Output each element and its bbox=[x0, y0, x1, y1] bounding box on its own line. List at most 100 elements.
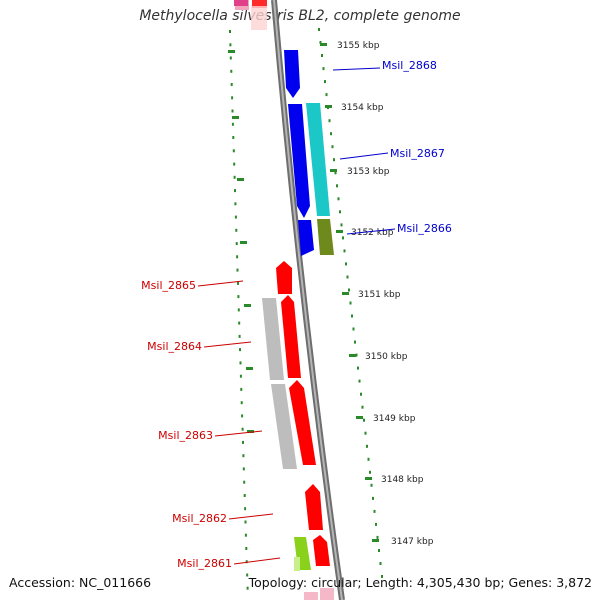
gc-dot-inner bbox=[234, 189, 236, 193]
tick-mark-inner bbox=[244, 304, 251, 307]
gc-dot-inner bbox=[235, 228, 238, 232]
gene-Msil_2861-arrow bbox=[313, 535, 330, 566]
gene-Msil_2865-arrow bbox=[276, 261, 292, 294]
tick-mark bbox=[365, 477, 372, 480]
gc-dot-outer bbox=[336, 184, 338, 188]
gc-dot-outer bbox=[339, 210, 341, 214]
gc-dot-inner bbox=[243, 480, 246, 484]
gc-dot-outer bbox=[372, 496, 374, 500]
top-red-feature bbox=[252, 0, 267, 8]
olive-feature bbox=[317, 219, 334, 255]
gc-dot-outer bbox=[331, 145, 334, 149]
gc-dot-inner bbox=[244, 520, 247, 524]
gc-dot-outer bbox=[375, 522, 377, 526]
gene-leader-line bbox=[339, 152, 389, 160]
cyan-feature bbox=[306, 103, 330, 216]
gc-dot-inner bbox=[230, 83, 233, 86]
bottom-pink-feature bbox=[304, 592, 318, 600]
gc-dot-inner bbox=[238, 321, 241, 325]
tick-mark bbox=[320, 43, 327, 46]
tick-mark-inner bbox=[237, 178, 244, 181]
gene-label-Msil_2867[interactable]: Msil_2867 bbox=[390, 147, 445, 160]
tick-label: 3151 kbp bbox=[358, 290, 401, 300]
gc-dot-inner bbox=[241, 427, 244, 431]
gc-dot-inner bbox=[244, 507, 247, 511]
gc-dot-inner bbox=[229, 56, 232, 60]
gc-dot-outer bbox=[381, 575, 383, 578]
tick-mark-inner bbox=[232, 116, 239, 119]
topology-text: Topology: circular; Length: 4,305,430 bp… bbox=[248, 575, 592, 590]
gc-dot-inner bbox=[238, 334, 241, 338]
gc-dot-inner bbox=[239, 348, 241, 352]
tick-mark-inner bbox=[240, 241, 247, 244]
gc-dot-outer bbox=[361, 405, 364, 409]
tick-label: 3148 kbp bbox=[381, 475, 424, 485]
tick-label: 3153 kbp bbox=[347, 167, 390, 177]
tick-label: 3152 kbp bbox=[351, 228, 394, 238]
gc-dot-outer bbox=[367, 457, 370, 461]
gc-dot-inner bbox=[240, 387, 243, 391]
gc-dot-inner bbox=[232, 136, 235, 139]
tick-mark-inner bbox=[246, 367, 253, 370]
tick-mark bbox=[356, 416, 363, 419]
gc-dot-outer bbox=[376, 535, 379, 539]
gc-dot-inner bbox=[237, 281, 239, 285]
gene-label-Msil_2865[interactable]: Msil_2865 bbox=[141, 279, 196, 292]
tick-label: 3150 kbp bbox=[365, 352, 408, 362]
gc-dot-outer bbox=[378, 549, 380, 552]
top-light-feature bbox=[251, 6, 267, 30]
gc-dot-outer bbox=[343, 249, 346, 253]
gene-leader-line bbox=[214, 430, 263, 437]
gc-dot-outer bbox=[354, 340, 356, 344]
gc-dot-inner bbox=[234, 202, 237, 206]
gene-label-Msil_2866[interactable]: Msil_2866 bbox=[397, 222, 452, 235]
genome-backbone-highlight bbox=[273, 0, 343, 600]
gene-label-Msil_2862[interactable]: Msil_2862 bbox=[172, 512, 227, 525]
gc-dot-inner bbox=[231, 122, 234, 126]
gene-label-Msil_2864[interactable]: Msil_2864 bbox=[147, 340, 202, 353]
gc-dot-inner bbox=[229, 43, 232, 47]
gc-dot-outer bbox=[355, 353, 358, 357]
gene-leader-line bbox=[346, 228, 396, 235]
gc-dot-outer bbox=[319, 41, 322, 44]
gene-label-Msil_2861[interactable]: Msil_2861 bbox=[177, 557, 232, 570]
gc-dot-inner bbox=[230, 69, 233, 73]
gc-dot-inner bbox=[242, 454, 245, 458]
gc-dot-inner bbox=[233, 162, 236, 166]
gc-dot-inner bbox=[229, 30, 231, 33]
gc-dot-outer bbox=[370, 483, 373, 487]
gene-label-Msil_2863[interactable]: Msil_2863 bbox=[158, 429, 213, 442]
gc-dot-inner bbox=[241, 414, 244, 418]
gc-dot-inner bbox=[237, 308, 240, 312]
gc-dot-inner bbox=[236, 268, 239, 272]
gene-Msil_2863-arrow bbox=[289, 380, 316, 465]
gc-dot-inner bbox=[242, 467, 245, 471]
gc-dot-inner bbox=[239, 374, 242, 378]
gc-dot-inner bbox=[236, 255, 239, 259]
gene-Msil_2867-arrow bbox=[288, 104, 310, 218]
gc-dot-outer bbox=[324, 80, 326, 84]
tick-mark bbox=[342, 292, 349, 295]
gc-dot-inner bbox=[246, 586, 249, 590]
gc-dot-inner bbox=[244, 533, 247, 537]
tick-mark bbox=[336, 230, 343, 233]
gene-label-Msil_2868[interactable]: Msil_2868 bbox=[382, 59, 437, 72]
gc-dot-outer bbox=[322, 67, 325, 71]
gc-dot-outer bbox=[328, 119, 331, 123]
gc-dot-inner bbox=[234, 215, 237, 219]
tick-mark bbox=[330, 169, 337, 172]
gene-leader-line bbox=[228, 513, 274, 520]
gc-dot-outer bbox=[330, 132, 332, 136]
gene-leader-line bbox=[233, 557, 281, 565]
lime-feature-light bbox=[294, 557, 300, 571]
gc-dot-outer bbox=[349, 301, 352, 305]
gc-dot-outer bbox=[337, 197, 340, 201]
gc-dot-outer bbox=[334, 171, 337, 175]
gc-dot-outer bbox=[321, 54, 323, 57]
tick-mark bbox=[372, 539, 379, 542]
tick-label: 3147 kbp bbox=[391, 537, 434, 547]
accession-text: Accession: NC_011666 bbox=[9, 575, 152, 590]
gene-leader-line bbox=[197, 280, 244, 287]
gray-feature-1 bbox=[262, 298, 284, 380]
